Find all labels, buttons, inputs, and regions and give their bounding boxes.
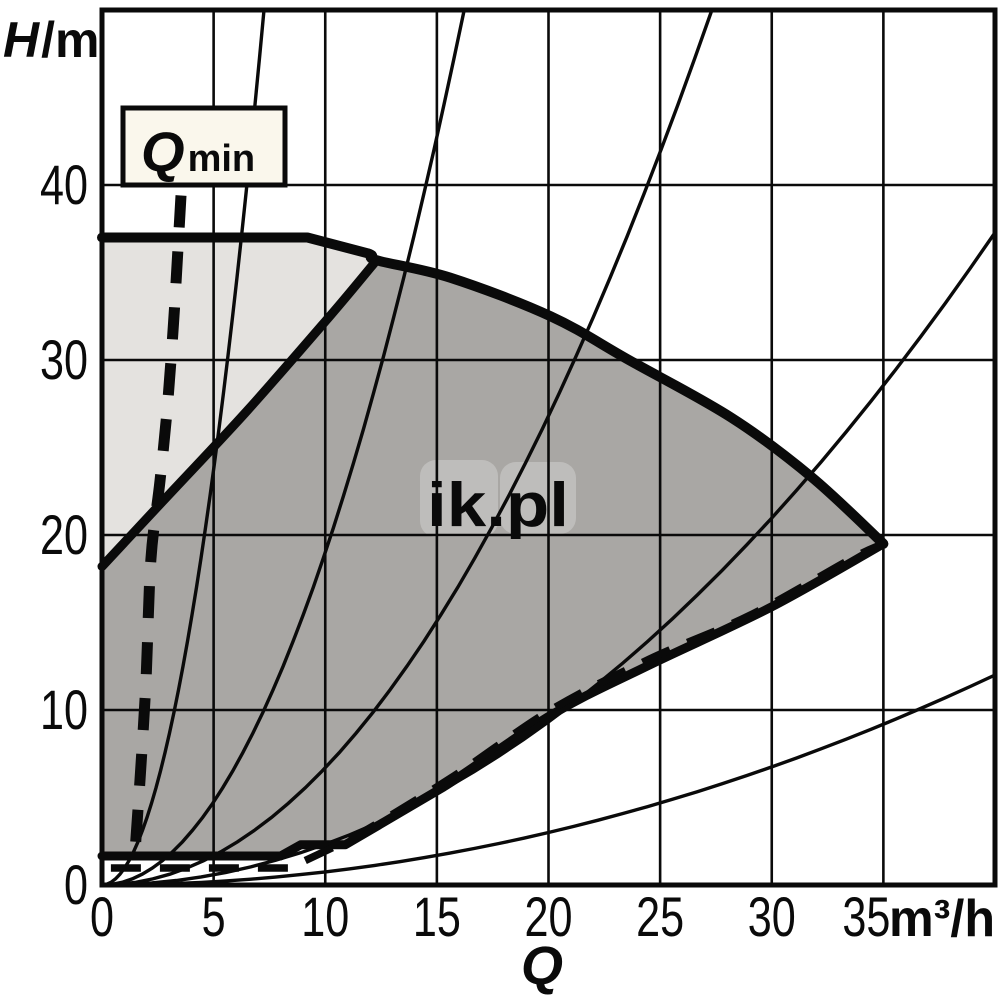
y-axis-title: H/m — [3, 12, 99, 68]
x-tick-label: 30 — [748, 885, 796, 948]
system-curve — [101, 673, 996, 887]
system-curve — [101, 9, 266, 887]
x-tick-label: 5 — [202, 885, 226, 948]
system-curve — [101, 231, 997, 887]
axis-titles: H/m m³/h Q — [3, 12, 995, 996]
x-axis-unit-label: m³/h — [889, 890, 995, 948]
y-tick-label: 10 — [40, 678, 88, 741]
qmin-label-box — [120, 105, 288, 188]
dark-operating-region — [102, 260, 884, 856]
field-left-boundary — [97, 255, 382, 571]
field-boundaries — [97, 195, 889, 872]
y-tick-label: 0 — [64, 853, 88, 916]
x-tick-label: 0 — [90, 885, 114, 948]
system-curves — [101, 9, 997, 887]
system-curve — [101, 9, 714, 887]
min-speed-curve — [110, 542, 881, 872]
x-tick-label: 20 — [525, 885, 573, 948]
plot-frame — [99, 7, 998, 888]
y-tick-label: 40 — [40, 153, 88, 216]
operating-field-fills — [102, 237, 884, 856]
x-tick-label: 25 — [636, 885, 684, 948]
gridlines — [102, 10, 995, 885]
watermark-text: ik.pl — [427, 471, 569, 540]
watermark-blob-left — [420, 460, 498, 537]
y-tick-label: 30 — [40, 328, 88, 391]
bottom-boundary — [97, 539, 888, 861]
x-axis-title: Q — [521, 936, 563, 996]
axis-tick-labels: 0 10 20 30 40 0 5 10 15 20 25 30 35 — [40, 153, 890, 948]
y-tick-label: 20 — [40, 503, 88, 566]
x-tick-label: 15 — [413, 885, 461, 948]
system-curve — [101, 9, 466, 887]
watermark: ik.pl — [420, 460, 576, 540]
qmin-annotation: Qmin — [120, 105, 288, 188]
max-speed-curve — [97, 232, 889, 549]
x-tick-label: 10 — [301, 885, 349, 948]
x-tick-label: 35 — [842, 885, 890, 948]
qmin-curve — [128, 195, 187, 869]
qmin-label-text: Qmin — [141, 120, 255, 183]
plot-border — [99, 7, 998, 888]
watermark-blob-right — [500, 462, 576, 534]
